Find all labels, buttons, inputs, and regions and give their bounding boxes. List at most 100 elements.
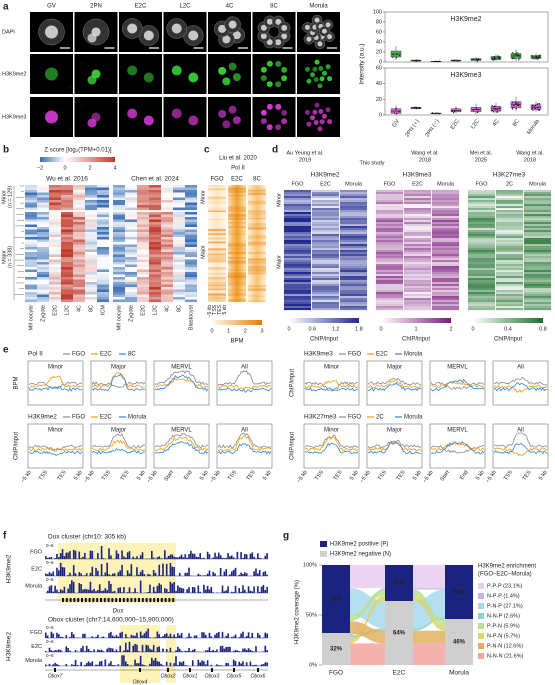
heatmap-stripe	[284, 304, 311, 307]
signal-bar	[193, 649, 196, 652]
heatmap-cell	[97, 217, 109, 220]
nucleus	[317, 41, 323, 47]
heatmap-cell	[25, 274, 37, 278]
signal-bar	[253, 651, 255, 652]
heatmap-stripe	[496, 218, 523, 221]
x-tick-label: −5 kb	[296, 470, 309, 485]
group-label: Minor	[200, 190, 206, 204]
heatmap-cell	[85, 207, 97, 211]
dataset-label: Wu et al. 2016	[46, 176, 88, 183]
heatmap-cell	[49, 217, 61, 220]
profile-line	[91, 372, 146, 389]
heatmap-cell	[25, 284, 37, 288]
heatmap-stripe	[524, 278, 551, 281]
heatmap-stripe	[496, 230, 523, 233]
heatmap-stripe	[524, 228, 551, 231]
signal-bar	[167, 556, 170, 559]
heatmap-stripe	[496, 194, 523, 197]
heatmap-stripe	[432, 292, 459, 295]
heatmap-stripe	[524, 298, 551, 301]
legend-label: H3K9me2 positive (P)	[330, 542, 388, 548]
heatmap-cell	[149, 200, 161, 203]
heatmap-stripe	[340, 246, 367, 249]
signal-bar	[178, 661, 181, 666]
heatmap-stripe	[284, 216, 311, 219]
source-label: 2019	[299, 157, 311, 163]
heatmap-stripe	[432, 274, 459, 277]
signal-bar	[65, 663, 68, 666]
signal-bar	[204, 575, 207, 576]
heatmap-cell	[113, 254, 125, 258]
heatmap-cell	[161, 224, 173, 228]
heatmap-cell	[173, 229, 185, 233]
sample-label: 8C	[253, 177, 261, 183]
signal-bar	[173, 582, 175, 593]
signal-bar	[50, 556, 53, 559]
heatmap-stripe	[248, 261, 266, 264]
heatmap-stripe	[312, 274, 339, 277]
heatmap-stripe	[228, 226, 246, 228]
signal-bar	[91, 590, 94, 593]
x-tick-label: Morula	[526, 118, 541, 136]
heatmap-stripe	[524, 296, 551, 299]
signal-bar	[188, 587, 190, 593]
x-tick-label: Zygote	[128, 305, 134, 322]
signal-bar	[210, 586, 213, 593]
heatmap-stripe	[432, 280, 459, 283]
signal-bar	[61, 636, 64, 638]
signal-bar	[223, 558, 226, 559]
heatmap-cell	[185, 247, 197, 250]
signal-bar	[45, 651, 47, 652]
heatmap-stripe	[228, 217, 246, 220]
heatmap-stripe	[284, 254, 311, 257]
signal-bar	[93, 588, 95, 593]
heatmap-stripe	[248, 258, 266, 262]
heatmap-cell	[185, 200, 197, 203]
heatmap-stripe	[208, 242, 226, 244]
heatmap-stripe	[468, 208, 495, 211]
heatmap-cell	[49, 237, 61, 240]
nucleus	[327, 119, 333, 125]
heatmap-cell	[173, 272, 185, 275]
heatmap-cell	[61, 185, 73, 188]
heatmap-cell	[185, 284, 197, 288]
signal-bar	[249, 590, 252, 593]
heatmap-stripe	[208, 292, 226, 296]
heatmap-stripe	[496, 196, 523, 199]
heatmap-cell	[125, 284, 137, 288]
signal-bar	[231, 571, 233, 576]
signal-bar	[245, 554, 248, 559]
heatmap-stripe	[340, 198, 367, 201]
signal-bar	[225, 557, 228, 559]
signal-bar	[204, 589, 207, 593]
heatmap-cell	[137, 244, 149, 248]
gene-label: Obox1	[183, 673, 198, 679]
heatmap-stripe	[312, 246, 339, 249]
signal-bar	[58, 649, 60, 652]
heatmap-stripe	[312, 282, 339, 285]
heatmap-stripe	[524, 268, 551, 271]
x-tick-label: 4C	[492, 119, 501, 128]
signal-bar	[78, 572, 81, 576]
gene	[138, 598, 140, 602]
heatmap-stripe	[404, 254, 431, 257]
heatmap-stripe	[404, 264, 431, 267]
signal-bar	[121, 592, 123, 593]
flow	[413, 588, 445, 590]
signal-bar	[165, 588, 168, 593]
heatmap-stripe	[340, 194, 367, 197]
nucleus	[188, 30, 199, 41]
heatmap-stripe	[208, 285, 226, 287]
signal-bar	[50, 650, 53, 652]
heatmap-stripe	[248, 192, 266, 196]
heatmap-cell	[61, 267, 73, 270]
heatmap-cell	[97, 205, 109, 208]
heatmap-stripe	[376, 254, 403, 257]
signal-bar	[177, 646, 179, 652]
signal-bar	[98, 650, 101, 652]
heatmap-cell	[137, 219, 149, 223]
profile-line	[304, 442, 359, 455]
signal-bar	[97, 634, 99, 638]
heatmap-cell	[97, 247, 109, 250]
heatmap-cell	[137, 267, 149, 270]
